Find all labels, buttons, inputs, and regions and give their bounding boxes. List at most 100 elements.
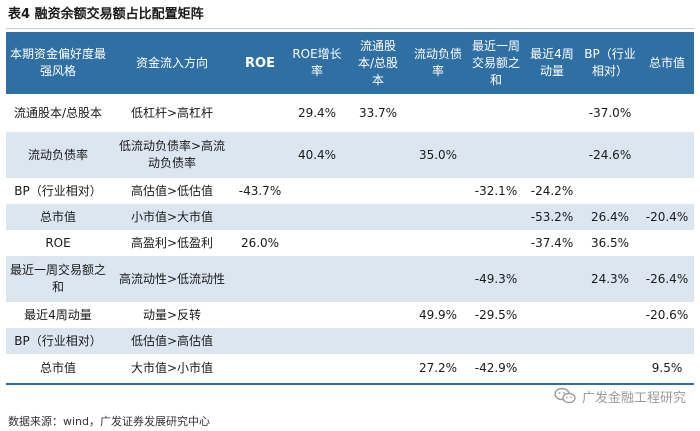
value-cell — [408, 94, 468, 132]
table-row: 流通股本/总股本 低杠杆>高杠杆 29.4% 33.7% -37.0% — [6, 94, 694, 132]
data-source-note: 数据来源：wind，广发证券发展研究中心 — [8, 415, 211, 428]
column-header: 流动负债率 — [408, 32, 468, 94]
value-cell — [408, 204, 468, 230]
column-header: 最近一周交易额之和 — [468, 32, 524, 94]
value-cell: 29.4% — [286, 94, 348, 132]
column-header: 本期资金偏好度最强风格 — [6, 32, 110, 94]
value-cell — [524, 328, 580, 354]
style-cell: BP（行业相对） — [6, 178, 110, 204]
value-cell — [348, 178, 408, 204]
value-cell: -26.4% — [640, 256, 694, 302]
style-cell: ROE — [6, 230, 110, 256]
value-cell — [348, 132, 408, 178]
style-cell: 最近4周动量 — [6, 302, 110, 328]
value-cell: -24.6% — [580, 132, 640, 178]
wechat-icon — [554, 387, 576, 405]
flow-direction-cell: 低流动负债率>高流动负债率 — [110, 132, 234, 178]
value-cell — [408, 256, 468, 302]
value-cell: -53.2% — [524, 204, 580, 230]
allocation-matrix-table: 本期资金偏好度最强风格 资金流入方向 ROE ROE增长率 流通股本/总股本 流动负债率最… — [6, 32, 694, 385]
value-cell — [286, 230, 348, 256]
value-cell — [468, 94, 524, 132]
value-cell: 26.0% — [234, 230, 286, 256]
column-header: 最近4周动量 — [524, 32, 580, 94]
column-header: 资金流入方向 — [110, 32, 234, 94]
value-cell — [348, 302, 408, 328]
value-cell: 36.5% — [580, 230, 640, 256]
value-cell — [408, 178, 468, 204]
value-cell — [408, 230, 468, 256]
value-cell: 26.4% — [580, 204, 640, 230]
value-cell — [468, 230, 524, 256]
flow-direction-cell: 小市值>大市值 — [110, 204, 234, 230]
flow-direction-cell: 高盈利>低盈利 — [110, 230, 234, 256]
header-row: 本期资金偏好度最强风格 资金流入方向 ROE ROE增长率 流通股本/总股本 流动负债率最… — [6, 32, 694, 94]
value-cell — [640, 230, 694, 256]
table-row: BP（行业相对） 高估值>低估值 -43.7% -32.1% -24.2% — [6, 178, 694, 204]
watermark-text: 广发金融工程研究 — [581, 390, 686, 406]
watermark: 广发金融工程研究 — [554, 384, 686, 408]
column-header: 总市值 — [640, 32, 694, 94]
value-cell — [580, 178, 640, 204]
value-cell — [348, 328, 408, 354]
value-cell — [640, 132, 694, 178]
table-row: 总市值 大市值>小市值 27.2% -42.9% 9.5% — [6, 354, 694, 385]
value-cell — [580, 354, 640, 385]
value-cell — [348, 354, 408, 385]
value-cell — [408, 328, 468, 354]
table-title: 表4 融资余额交易额占比配置矩阵 — [8, 7, 204, 22]
value-cell — [234, 328, 286, 354]
flow-direction-cell: 高估值>低估值 — [110, 178, 234, 204]
value-cell — [348, 230, 408, 256]
value-cell — [468, 132, 524, 178]
flow-direction-cell: 低杠杆>高杠杆 — [110, 94, 234, 132]
value-cell: -32.1% — [468, 178, 524, 204]
value-cell — [640, 328, 694, 354]
value-cell — [286, 256, 348, 302]
value-cell — [286, 328, 348, 354]
value-cell: 40.4% — [286, 132, 348, 178]
table-row: BP（行业相对） 低估值>高估值 — [6, 328, 694, 354]
value-cell: 24.3% — [580, 256, 640, 302]
title-divider — [6, 28, 694, 29]
value-cell — [640, 94, 694, 132]
value-cell — [234, 204, 286, 230]
value-cell — [524, 256, 580, 302]
style-cell: 最近一周交易额之和 — [6, 256, 110, 302]
table-row: ROE 高盈利>低盈利 26.0% -37.4% 36.5% — [6, 230, 694, 256]
style-cell: 总市值 — [6, 204, 110, 230]
value-cell: -37.0% — [580, 94, 640, 132]
value-cell — [468, 328, 524, 354]
table-row: 流动负债率 低流动负债率>高流动负债率 40.4% 35.0% -24.6% — [6, 132, 694, 178]
value-cell: -49.3% — [468, 256, 524, 302]
value-cell — [524, 302, 580, 328]
flow-direction-cell: 高流动性>低流动性 — [110, 256, 234, 302]
table-row: 总市值 小市值>大市值 -53.2% 26.4% -20.4% — [6, 204, 694, 230]
value-cell — [580, 328, 640, 354]
value-cell: -20.4% — [640, 204, 694, 230]
value-cell: 49.9% — [408, 302, 468, 328]
flow-direction-cell: 动量>反转 — [110, 302, 234, 328]
value-cell — [234, 132, 286, 178]
value-cell — [580, 302, 640, 328]
column-header: ROE增长率 — [286, 32, 348, 94]
value-cell: 27.2% — [408, 354, 468, 385]
value-cell — [234, 302, 286, 328]
style-cell: 总市值 — [6, 354, 110, 385]
value-cell: -42.9% — [468, 354, 524, 385]
value-cell: -20.6% — [640, 302, 694, 328]
value-cell: -37.4% — [524, 230, 580, 256]
flow-direction-cell: 低估值>高估值 — [110, 328, 234, 354]
value-cell: -24.2% — [524, 178, 580, 204]
table-row: 最近4周动量 动量>反转 49.9% -29.5% -20.6% — [6, 302, 694, 328]
value-cell: 35.0% — [408, 132, 468, 178]
column-header: BP（行业相对） — [580, 32, 640, 94]
value-cell — [640, 178, 694, 204]
value-cell — [348, 204, 408, 230]
table-body: 流通股本/总股本 低杠杆>高杠杆 29.4% 33.7% -37.0% 流动负债率 低流动负… — [6, 94, 694, 385]
column-header: 流通股本/总股本 — [348, 32, 408, 94]
style-cell: 流通股本/总股本 — [6, 94, 110, 132]
column-header: ROE — [234, 32, 286, 94]
value-cell — [468, 204, 524, 230]
value-cell — [524, 94, 580, 132]
